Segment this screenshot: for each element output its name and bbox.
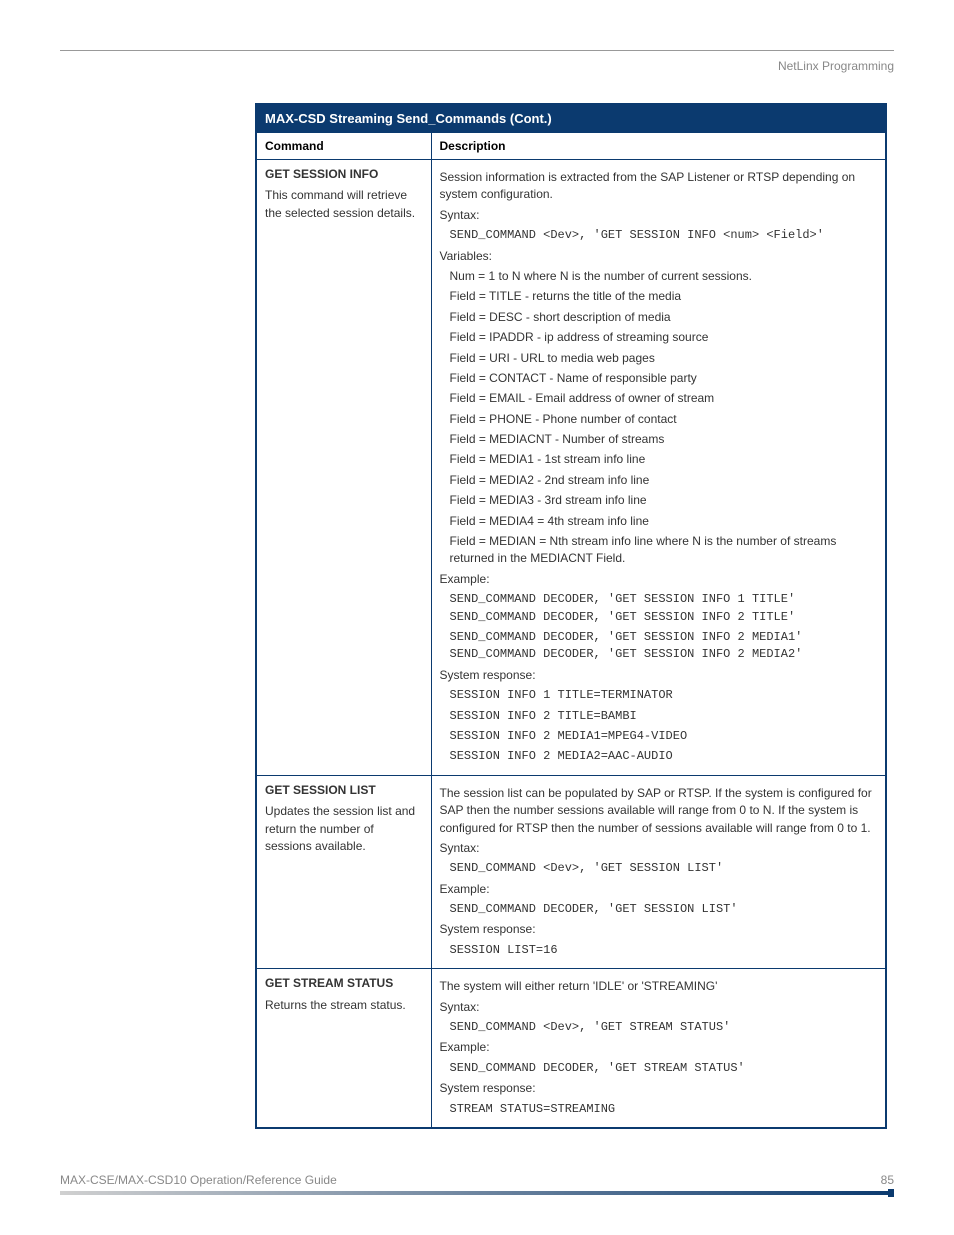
description-cell: The session list can be populated by SAP… bbox=[431, 775, 886, 969]
desc-line: Session information is extracted from th… bbox=[440, 169, 878, 204]
code-block: SEND_COMMAND DECODER, 'GET SESSION LIST' bbox=[450, 901, 878, 918]
desc-line-indent: Field = MEDIA4 = 4th stream info line bbox=[450, 513, 878, 530]
desc-line-indent: Field = EMAIL - Email address of owner o… bbox=[450, 390, 878, 407]
col-header-command: Command bbox=[256, 133, 431, 160]
command-subtext: Returns the stream status. bbox=[265, 997, 423, 1014]
commands-table: MAX-CSD Streaming Send_Commands (Cont.) … bbox=[255, 103, 887, 1129]
table-row: GET STREAM STATUS Returns the stream stat… bbox=[256, 969, 886, 1128]
page-footer: MAX-CSE/MAX-CSD10 Operation/Reference Gu… bbox=[60, 1173, 894, 1195]
footer-bar bbox=[60, 1191, 894, 1195]
desc-line-indent: Field = IPADDR - ip address of streaming… bbox=[450, 329, 878, 346]
desc-line-indent: Field = DESC - short description of medi… bbox=[450, 309, 878, 326]
desc-line-indent: Field = MEDIAN = Nth stream info line wh… bbox=[450, 533, 878, 568]
description-cell: Session information is extracted from th… bbox=[431, 160, 886, 776]
desc-line: Example: bbox=[440, 881, 878, 898]
desc-line: Example: bbox=[440, 571, 878, 588]
code-block: SESSION INFO 1 TITLE=TERMINATOR bbox=[450, 687, 878, 704]
desc-line: System response: bbox=[440, 667, 878, 684]
desc-line: Variables: bbox=[440, 248, 878, 265]
desc-line: Syntax: bbox=[440, 840, 878, 857]
table-row: GET SESSION LIST Updates the session list… bbox=[256, 775, 886, 969]
code-block: SEND_COMMAND <Dev>, 'GET SESSION LIST' bbox=[450, 860, 878, 877]
desc-line: The session list can be populated by SAP… bbox=[440, 785, 878, 837]
desc-line-indent: Field = MEDIA3 - 3rd stream info line bbox=[450, 492, 878, 509]
desc-line: Syntax: bbox=[440, 207, 878, 224]
desc-line: The system will either return 'IDLE' or … bbox=[440, 978, 878, 995]
desc-line-indent: Field = PHONE - Phone number of contact bbox=[450, 411, 878, 428]
code-block: SEND_COMMAND DECODER, 'GET SESSION INFO … bbox=[450, 591, 878, 626]
table-row: GET SESSION INFO This command will retrie… bbox=[256, 160, 886, 776]
command-cell: GET SESSION LIST Updates the session list… bbox=[256, 775, 431, 969]
code-block: SESSION INFO 2 MEDIA2=AAC-AUDIO bbox=[450, 748, 878, 765]
command-name: GET STREAM STATUS bbox=[265, 975, 423, 992]
command-name: GET SESSION INFO bbox=[265, 166, 423, 183]
command-cell: GET SESSION INFO This command will retrie… bbox=[256, 160, 431, 776]
desc-line: Syntax: bbox=[440, 999, 878, 1016]
desc-line-indent: Field = MEDIA2 - 2nd stream info line bbox=[450, 472, 878, 489]
code-block: SESSION INFO 2 MEDIA1=MPEG4-VIDEO bbox=[450, 728, 878, 745]
footer-page-number: 85 bbox=[881, 1173, 894, 1187]
command-name: GET SESSION LIST bbox=[265, 782, 423, 799]
footer-guide-title: MAX-CSE/MAX-CSD10 Operation/Reference Gu… bbox=[60, 1173, 337, 1187]
code-block: SEND_COMMAND <Dev>, 'GET STREAM STATUS' bbox=[450, 1019, 878, 1036]
code-block: SEND_COMMAND <Dev>, 'GET SESSION INFO <n… bbox=[450, 227, 878, 244]
col-header-description: Description bbox=[431, 133, 886, 160]
command-cell: GET STREAM STATUS Returns the stream stat… bbox=[256, 969, 431, 1128]
header-section-label: NetLinx Programming bbox=[60, 59, 894, 73]
desc-line-indent: Field = TITLE - returns the title of the… bbox=[450, 288, 878, 305]
code-block: SEND_COMMAND DECODER, 'GET STREAM STATUS… bbox=[450, 1060, 878, 1077]
desc-line-indent: Field = CONTACT - Name of responsible pa… bbox=[450, 370, 878, 387]
code-block: SESSION LIST=16 bbox=[450, 942, 878, 959]
document-page: NetLinx Programming MAX-CSD Streaming Se… bbox=[0, 0, 954, 1235]
desc-line-indent: Field = MEDIA1 - 1st stream info line bbox=[450, 451, 878, 468]
command-subtext: This command will retrieve the selected … bbox=[265, 187, 423, 222]
desc-line-indent: Num = 1 to N where N is the number of cu… bbox=[450, 268, 878, 285]
desc-line: Example: bbox=[440, 1039, 878, 1056]
desc-line-indent: Field = URI - URL to media web pages bbox=[450, 350, 878, 367]
desc-line: System response: bbox=[440, 1080, 878, 1097]
desc-line-indent: Field = MEDIACNT - Number of streams bbox=[450, 431, 878, 448]
top-rule bbox=[60, 50, 894, 51]
table-body: GET SESSION INFO This command will retrie… bbox=[256, 160, 886, 1128]
code-block: STREAM STATUS=STREAMING bbox=[450, 1101, 878, 1118]
desc-line: System response: bbox=[440, 921, 878, 938]
code-block: SESSION INFO 2 TITLE=BAMBI bbox=[450, 708, 878, 725]
command-subtext: Updates the session list and return the … bbox=[265, 803, 423, 855]
code-block: SEND_COMMAND DECODER, 'GET SESSION INFO … bbox=[450, 629, 878, 664]
table-title: MAX-CSD Streaming Send_Commands (Cont.) bbox=[256, 104, 886, 133]
description-cell: The system will either return 'IDLE' or … bbox=[431, 969, 886, 1128]
